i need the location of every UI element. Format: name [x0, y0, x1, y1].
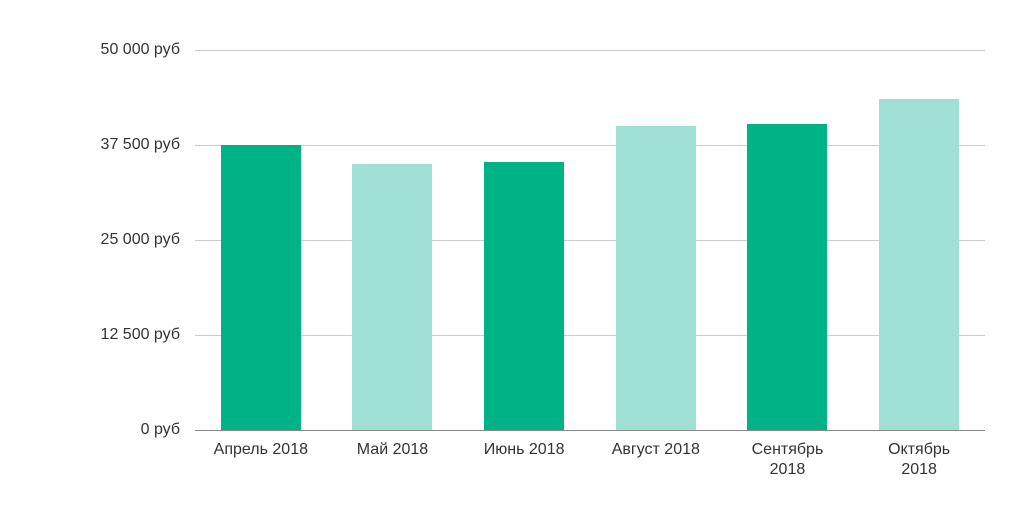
x-axis-labels: Апрель 2018Май 2018Июнь 2018Август 2018С… — [195, 440, 985, 480]
gridline — [195, 430, 985, 431]
chart-bar — [879, 99, 959, 430]
x-axis-tick-label: Сентябрь2018 — [722, 440, 854, 480]
y-axis-tick-label: 37 500 руб — [101, 136, 180, 154]
chart-bar — [221, 145, 301, 430]
x-axis-tick-label: Июнь 2018 — [458, 440, 590, 480]
chart-bar — [616, 126, 696, 430]
y-axis-tick-label: 25 000 руб — [101, 231, 180, 249]
chart-bar — [352, 164, 432, 430]
x-axis-tick-label: Апрель 2018 — [195, 440, 327, 480]
y-axis-tick-label: 50 000 руб — [101, 41, 180, 59]
y-axis-labels: 0 руб12 500 руб25 000 руб37 500 руб50 00… — [0, 50, 180, 430]
x-axis-tick-label: Октябрь2018 — [853, 440, 985, 480]
y-axis-tick-label: 12 500 руб — [101, 326, 180, 344]
chart-bars — [195, 50, 985, 430]
x-axis-tick-label: Август 2018 — [590, 440, 722, 480]
salary-bar-chart: 0 руб 12 500 руб 25 000 руб 37 500 руб 50 00… — [0, 0, 1024, 532]
x-axis-tick-label: Май 2018 — [327, 440, 459, 480]
chart-bar — [747, 124, 827, 430]
plot-area — [195, 50, 985, 430]
y-axis-tick-label: 0 руб — [141, 421, 180, 439]
chart-bar — [484, 162, 564, 430]
